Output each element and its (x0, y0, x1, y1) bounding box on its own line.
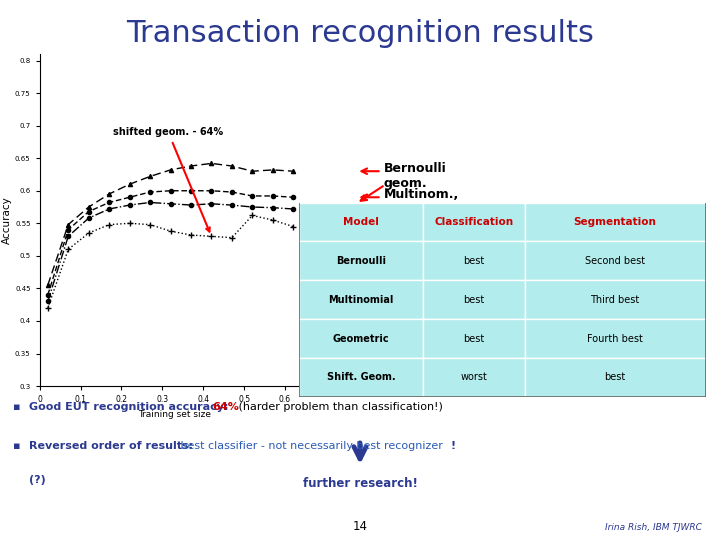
Text: 64%: 64% (212, 402, 239, 413)
Text: best: best (463, 256, 485, 266)
Text: best: best (605, 373, 626, 382)
Text: shifted geom. - 64%: shifted geom. - 64% (113, 127, 223, 232)
Text: Transaction recognition results: Transaction recognition results (126, 19, 594, 48)
Text: worst: worst (460, 373, 487, 382)
Text: Classification: Classification (434, 217, 513, 227)
Text: best: best (463, 295, 485, 305)
Text: Good EUT recognition accuracy:: Good EUT recognition accuracy: (29, 402, 232, 413)
Text: !: ! (451, 441, 456, 451)
Bar (423, 280, 525, 319)
Bar (525, 241, 706, 280)
Bar (299, 280, 423, 319)
Text: Multinomial: Multinomial (328, 295, 394, 305)
Text: Reversed order of results:: Reversed order of results: (29, 441, 197, 451)
Bar (299, 202, 423, 241)
Text: 14: 14 (353, 520, 367, 534)
Text: geom.: geom. (384, 177, 428, 190)
Text: Second best: Second best (585, 256, 645, 266)
Text: Third best: Third best (590, 295, 639, 305)
Bar (299, 319, 423, 358)
Text: Irina Rish, IBM TJWRC: Irina Rish, IBM TJWRC (605, 523, 702, 532)
Y-axis label: Accuracy: Accuracy (2, 196, 12, 244)
Text: ▪: ▪ (13, 402, 20, 413)
Text: ▪: ▪ (13, 441, 20, 451)
Bar (423, 319, 525, 358)
Bar (299, 358, 423, 397)
Bar (423, 358, 525, 397)
Bar (423, 241, 525, 280)
Bar (299, 241, 423, 280)
Text: (harder problem than classification!): (harder problem than classification!) (235, 402, 444, 413)
Text: Bernoulli: Bernoulli (384, 162, 446, 175)
Text: Geometric: Geometric (333, 334, 389, 343)
Text: best classifier - not necessarily best recognizer: best classifier - not necessarily best r… (177, 441, 443, 451)
Bar (525, 358, 706, 397)
Bar (525, 319, 706, 358)
Bar (525, 280, 706, 319)
Text: Shift. Geom.: Shift. Geom. (327, 373, 395, 382)
Text: Multinom.,: Multinom., (384, 188, 459, 201)
Bar (525, 202, 706, 241)
Text: best: best (463, 334, 485, 343)
Text: further research!: further research! (302, 477, 418, 490)
Text: Bernoulli: Bernoulli (336, 256, 386, 266)
Text: Fourth best: Fourth best (587, 334, 643, 343)
X-axis label: Training set size: Training set size (138, 410, 211, 418)
Text: Segmentation: Segmentation (574, 217, 657, 227)
Text: (?): (?) (29, 475, 45, 485)
Bar (423, 202, 525, 241)
Text: Model: Model (343, 217, 379, 227)
